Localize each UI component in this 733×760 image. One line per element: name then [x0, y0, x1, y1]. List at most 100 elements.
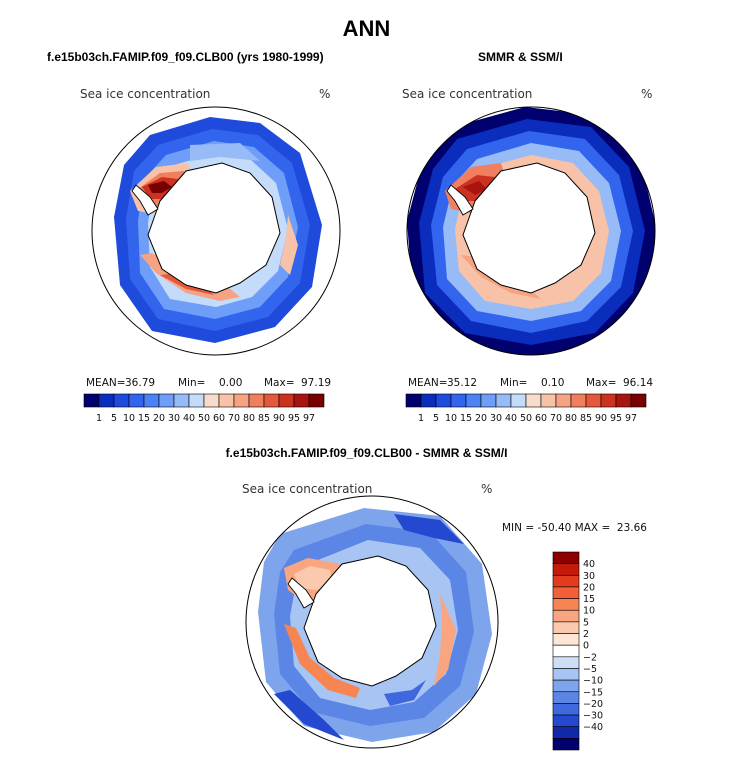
diff-colorbar-swatch: [552, 574, 580, 588]
obs-min-label: Min=: [500, 377, 528, 389]
diff-colorbar-tick-label: −5: [583, 664, 597, 675]
obs-subtitle: SMMR & SSM/I: [478, 50, 563, 64]
diff-colorbar-swatch: [552, 703, 580, 716]
diff-colorbar-tick-label: −20: [583, 699, 603, 710]
diff-colorbar-tick-label: 15: [583, 594, 595, 605]
diff-colorbar-tick-label: 30: [583, 571, 595, 582]
diff-colorbar-tick-label: 20: [583, 582, 595, 593]
model-max-value: 97.19: [301, 377, 332, 389]
obs-max-value: 96.14: [623, 377, 654, 389]
diff-subtitle: f.e15b03ch.FAMIP.f09_f09.CLB00 - SMMR & …: [225, 446, 508, 460]
obs-colorbar-swatch: [495, 393, 512, 408]
obs-colorbar-tick-label: 50: [520, 413, 532, 423]
model-colorbar: 1 5 10 15 20 30 40 50 60 70 80 85 90 95 97: [83, 393, 325, 423]
model-colorbar-tick-label: 90: [273, 413, 285, 423]
diff-colorbar-tick-label: 10: [583, 606, 595, 617]
diff-colorbar-tick-label: −30: [583, 711, 603, 722]
obs-colorbar-tick-label: 10: [445, 413, 457, 423]
model-colorbar-tick-label: 30: [168, 413, 180, 423]
obs-colorbar-swatch: [525, 393, 542, 408]
obs-colorbar-swatch: [570, 393, 587, 408]
model-field-label: Sea ice concentration: [80, 87, 211, 101]
model-colorbar-swatch: [203, 393, 220, 408]
model-colorbar-swatch: [143, 393, 160, 408]
model-min-label: Min=: [178, 377, 206, 389]
obs-colorbar-tick-label: 20: [475, 413, 487, 423]
obs-colorbar-tick-label: 80: [565, 413, 577, 423]
obs-mean-label: MEAN=: [408, 377, 448, 389]
obs-colorbar-tick-label: 5: [433, 413, 439, 423]
obs-colorbar-tick-label: 15: [460, 413, 472, 423]
obs-colorbar-swatch: [540, 393, 557, 408]
obs-mean-value: 35.12: [447, 377, 478, 389]
model-colorbar-tick-label: 15: [138, 413, 150, 423]
diff-colorbar-swatch: [552, 738, 580, 751]
model-map: [91, 106, 341, 356]
model-colorbar-tick-label: 95: [288, 413, 300, 423]
diff-colorbar-swatch: [552, 726, 580, 739]
diff-colorbar-swatch: [552, 551, 580, 564]
model-colorbar-swatch: [233, 393, 250, 408]
obs-max-label: Max=: [586, 377, 617, 389]
model-units: %: [319, 87, 331, 101]
model-colorbar-tick-label: 20: [153, 413, 165, 423]
obs-colorbar-swatch: [480, 393, 497, 408]
obs-colorbar-swatch: [405, 393, 422, 408]
model-colorbar-tick-label: 40: [183, 413, 195, 423]
model-max-label: Max=: [264, 377, 295, 389]
model-colorbar-tick-label: 60: [213, 413, 225, 423]
obs-units: %: [641, 87, 653, 101]
model-colorbar-tick-label: 70: [228, 413, 240, 423]
model-colorbar-swatch: [98, 393, 115, 408]
model-colorbar-tick-label: 80: [243, 413, 255, 423]
model-colorbar-swatch: [158, 393, 175, 408]
diff-colorbar-swatch: [552, 656, 580, 669]
obs-colorbar-tick-label: 70: [550, 413, 562, 423]
model-colorbar-swatch: [263, 393, 280, 408]
model-colorbar-tick-label: 50: [198, 413, 210, 423]
model-mean-label: MEAN=: [86, 377, 126, 389]
model-colorbar-tick-label: 97: [303, 413, 315, 423]
model-colorbar-tick-label: 85: [258, 413, 270, 423]
model-colorbar-swatch: [308, 393, 325, 408]
diff-colorbar-tick-label: 5: [583, 617, 589, 628]
model-colorbar-swatch: [128, 393, 145, 408]
obs-colorbar-tick-label: 40: [505, 413, 517, 423]
model-colorbar-swatch: [218, 393, 235, 408]
model-colorbar-tick-label: 1: [96, 413, 102, 423]
diff-colorbar-swatch: [552, 691, 580, 704]
diff-units: %: [481, 482, 493, 496]
model-colorbar-swatch: [248, 393, 265, 408]
obs-colorbar-swatch: [585, 393, 602, 408]
model-colorbar-swatch: [188, 393, 205, 408]
diff-colorbar-tick-label: −2: [583, 652, 597, 663]
diff-colorbar-swatch: [552, 668, 580, 681]
diff-colorbar-swatch: [552, 644, 580, 658]
obs-colorbar-swatch: [555, 393, 572, 408]
diff-colorbar-swatch: [552, 679, 580, 693]
obs-colorbar-tick-label: 95: [610, 413, 622, 423]
diff-colorbar-tick-label: 2: [583, 629, 589, 640]
obs-colorbar-swatch: [435, 393, 452, 408]
page-title: ANN: [342, 16, 391, 41]
obs-colorbar-tick-label: 97: [625, 413, 637, 423]
diff-colorbar-swatch: [552, 621, 580, 634]
obs-map: [406, 106, 656, 356]
model-colorbar-swatch: [173, 393, 190, 408]
obs-colorbar-swatch: [450, 393, 467, 408]
diff-colorbar-tick-label: 40: [583, 559, 595, 570]
model-colorbar-swatch: [293, 393, 310, 408]
obs-field-label: Sea ice concentration: [402, 87, 533, 101]
diff-minmax: MIN = -50.40 MAX = 23.66: [502, 522, 647, 534]
diff-colorbar-tick-label: 0: [583, 641, 589, 652]
diff-colorbar-tick-label: −10: [583, 676, 603, 687]
model-colorbar-tick-label: 5: [111, 413, 117, 423]
obs-colorbar-tick-label: 85: [580, 413, 592, 423]
obs-colorbar-swatch: [615, 393, 632, 408]
model-subtitle: f.e15b03ch.FAMIP.f09_f09.CLB00 (yrs 1980…: [47, 50, 324, 64]
model-colorbar-swatch: [113, 393, 130, 408]
model-colorbar-swatch: [83, 393, 100, 408]
obs-colorbar-swatch: [510, 393, 527, 408]
obs-colorbar-swatch: [420, 393, 437, 408]
